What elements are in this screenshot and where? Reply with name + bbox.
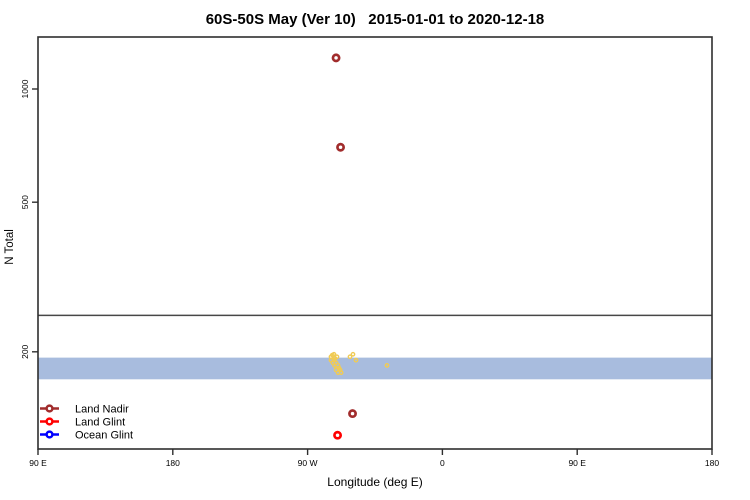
- yellow-points-layer: [328, 351, 390, 376]
- y-axis-ticks: 1000 500 200: [20, 79, 38, 359]
- yellow-point: [329, 352, 335, 358]
- x-axis-title: Longitude (deg E): [327, 475, 422, 489]
- yellow-point: [347, 354, 353, 360]
- y-tick-label: 1000: [20, 79, 30, 98]
- x-tick-label: 0: [440, 458, 445, 468]
- data-point-land-nadir: [348, 409, 357, 419]
- x-tick-label: 90 W: [298, 458, 318, 468]
- yellow-point: [333, 367, 339, 373]
- y-axis-title: N Total: [4, 229, 16, 265]
- x-tick-label: 180: [705, 458, 719, 468]
- data-point-land-nadir: [331, 53, 341, 63]
- x-tick-label: 180: [166, 458, 180, 468]
- y-tick-label: 500: [20, 195, 30, 209]
- data-point-land-glint: [333, 430, 343, 440]
- x-tick-label: 90 E: [29, 458, 47, 468]
- y-tick-label: 200: [20, 344, 30, 358]
- yellow-point: [350, 351, 356, 357]
- plot-border-box: [37, 36, 713, 450]
- yellow-point: [353, 357, 359, 363]
- data-points-layer: [331, 53, 357, 440]
- legend-label: Ocean Glint: [75, 430, 133, 442]
- legend-marker: [45, 404, 54, 413]
- x-tick-label: 90 E: [568, 458, 586, 468]
- legend-label: Land Nadir: [75, 404, 129, 416]
- legend-marker: [45, 417, 54, 426]
- chart-title: 60S-50S May (Ver 10) 2015-01-01 to 2020-…: [205, 11, 545, 28]
- ocean-glint-band-layer: [38, 357, 712, 380]
- legend-label: Land Glint: [75, 417, 125, 429]
- data-point-land-nadir: [336, 142, 346, 152]
- ocean-glint-band: [38, 357, 712, 380]
- x-axis-ticks: 90 E 180 90 W 0 90 E 180: [29, 449, 719, 468]
- yellow-point: [384, 363, 390, 368]
- legend-marker: [45, 430, 54, 439]
